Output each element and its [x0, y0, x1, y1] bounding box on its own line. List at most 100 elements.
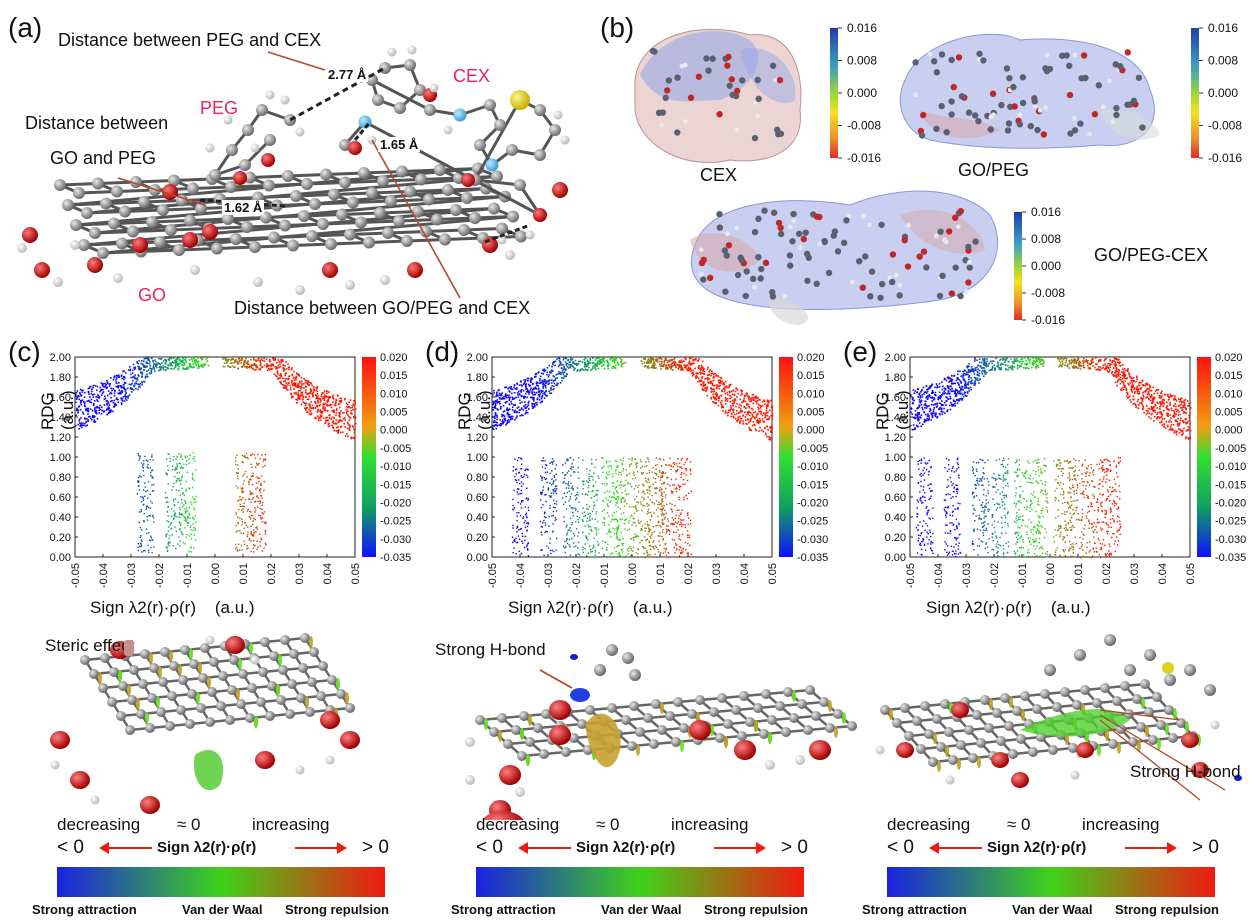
rdg-colorbar-tick: -0.015 [380, 479, 411, 491]
legend-arrow-left [523, 847, 571, 849]
rdg-colorbar-tick: -0.015 [797, 479, 828, 491]
esp-tick-label: -0.008 [1031, 286, 1065, 300]
rdg-ytick-label: 0.40 [50, 512, 71, 524]
esp-tick-label: 0.000 [1031, 259, 1061, 273]
rdg-ytick-label: 1.60 [50, 392, 71, 404]
legend-gradient-bar [57, 867, 385, 897]
legend-arrow-left-head [99, 842, 109, 854]
nci-plot-c [50, 633, 360, 814]
rdg-ytick-label: 0.80 [50, 472, 71, 484]
rdg-colorbar-tick: 0.000 [797, 425, 825, 437]
arrow-go-peg [117, 177, 206, 206]
rdg-points [492, 357, 774, 559]
legend-arrow-right [1125, 847, 1169, 849]
rdg-ytick-label: 0.20 [885, 532, 906, 544]
legend-strong-repulsion: Strong repulsion [704, 902, 808, 917]
esp-atoms-cex [649, 47, 785, 142]
rdg-scatter-plots: 2.00 1.80 1.60 1.40 1.20 1.00 0.80 0.60 0.40 0.20… [50, 352, 1247, 588]
rdg-xtick-label: 0.01 [655, 563, 667, 584]
rdg-ytick-label: 0.00 [50, 552, 71, 564]
rdg-xtick-label: -0.01 [182, 563, 194, 588]
arrow-peg-cex [267, 51, 326, 71]
rdg-ytick-label: 1.40 [467, 412, 488, 424]
label-peg: PEG [200, 98, 239, 118]
legend-strong-attraction: Strong attraction [451, 902, 556, 917]
rdg-xtick-label: 0.00 [1045, 563, 1057, 584]
esp-colorbar-2 [1191, 28, 1199, 158]
rdg-colorbar-tick: 0.015 [797, 370, 825, 382]
rdg-ytick-label: 0.20 [50, 532, 71, 544]
esp-colorbar-1 [830, 28, 838, 158]
rdg-ytick-label: 0.60 [885, 492, 906, 504]
rdg-xtick-label: -0.03 [126, 563, 138, 588]
rdg-xtick-label: -0.02 [154, 563, 166, 588]
rdg-ytick-label: 0.80 [467, 472, 488, 484]
rdg-ytick-label: 1.00 [50, 452, 71, 464]
rdg-xtick-label: 0.05 [350, 563, 362, 584]
esp-tick-label: 0.016 [1031, 205, 1061, 219]
rdg-colorbar-tick: -0.005 [1215, 443, 1246, 455]
legend-increasing: increasing [1082, 815, 1160, 834]
legend-decreasing: decreasing [476, 815, 560, 834]
rdg-xtick-label: 0.04 [1157, 563, 1169, 584]
rdg-xtick-label: -0.02 [571, 563, 583, 588]
rdg-xtick-label: 0.02 [1101, 563, 1113, 584]
rdg-ytick-label: 0.60 [467, 492, 488, 504]
rdg-plot-d: 2.00 1.80 1.60 1.40 1.20 1.00 0.80 0.60 0.40 0.20… [467, 352, 829, 588]
panel-b-esp-surfaces: 0.016 0.008 0.000 -0.008 -0.016 0.016 0.008 0.0… [634, 21, 1242, 327]
label-gopeg-surface: GO/PEG [958, 160, 1030, 180]
legend-van-der-waal: Van der Waal [601, 902, 682, 917]
rdg-ytick-label: 0.00 [467, 552, 488, 564]
rdg-colorbar-tick: -0.035 [1215, 552, 1246, 564]
rdg-ylabel-c: RDG (a.u.) [38, 390, 77, 430]
nci-isosurface-images [50, 633, 1242, 820]
go-sheet [17, 162, 568, 295]
rdg-xtick-label: -0.04 [933, 563, 945, 588]
rdg-ytick-label: 1.20 [467, 432, 488, 444]
esp-tick-label: 0.016 [1208, 21, 1238, 35]
legend-gt-zero: > 0 [781, 837, 808, 858]
rdg-colorbar-tick: -0.005 [797, 443, 828, 455]
rdg-ylabel-e: RDG (a.u.) [873, 390, 912, 430]
rdg-colorbar-tick: 0.000 [380, 425, 408, 437]
distance-value-1: 2.77 Å [326, 67, 369, 82]
esp-tick-label: 0.008 [847, 54, 877, 68]
rdg-colorbar-tick: 0.010 [1215, 388, 1243, 400]
rdg-xlabel-e: Sign λ2(r)·ρ(r) (a.u.) [926, 598, 1091, 617]
rdg-xtick-label: -0.05 [905, 563, 917, 588]
legend-arrow-right-head [1167, 842, 1177, 854]
label-strong-hbond-d: Strong H-bond [435, 640, 546, 659]
nci-color-legend-d: decreasing ≈ 0 increasing < 0 Sign λ2(r)… [426, 812, 856, 917]
legend-lt-zero: < 0 [887, 837, 914, 858]
label-go: GO [138, 285, 167, 305]
legend-approx-zero: ≈ 0 [596, 815, 620, 834]
rdg-xtick-label: 0.03 [711, 563, 723, 584]
rdg-colorbar-tick: 0.015 [1215, 370, 1243, 382]
rdg-xtick-label: 0.01 [238, 563, 250, 584]
rdg-colorbar [1197, 357, 1211, 557]
rdg-xtick-label: 0.01 [1073, 563, 1085, 584]
rdg-xtick-label: 0.03 [1129, 563, 1141, 584]
legend-arrow-left [934, 847, 982, 849]
rdg-colorbar-tick: -0.025 [1215, 516, 1246, 528]
rdg-points [910, 357, 1192, 559]
legend-strong-repulsion: Strong repulsion [285, 902, 389, 917]
label-distance-go-peg-2: GO and PEG [50, 148, 157, 168]
rdg-xtick-label: 0.04 [322, 563, 334, 584]
label-cex: CEX [453, 66, 491, 86]
label-distance-go-peg-1: Distance between [25, 113, 169, 133]
rdg-xlabel-c: Sign λ2(r)·ρ(r) (a.u.) [90, 598, 255, 617]
legend-arrow-right-head [756, 842, 766, 854]
esp-atoms-gopegcex [698, 207, 979, 301]
nci-plot-d [465, 644, 857, 820]
rdg-xtick-label: 0.05 [767, 563, 779, 584]
legend-van-der-waal: Van der Waal [1012, 902, 1093, 917]
legend-increasing: increasing [671, 815, 749, 834]
hbond-arrow-d [539, 669, 573, 689]
rdg-colorbar-tick: 0.005 [1215, 407, 1243, 419]
rdg-plot-c: 2.00 1.80 1.60 1.40 1.20 1.00 0.80 0.60 0.40 0.20… [50, 352, 412, 588]
rdg-xtick-label: -0.02 [989, 563, 1001, 588]
rdg-xtick-label: 0.00 [210, 563, 222, 584]
rdg-colorbar-tick: 0.005 [380, 407, 408, 419]
label-cex-surface: CEX [700, 165, 738, 185]
